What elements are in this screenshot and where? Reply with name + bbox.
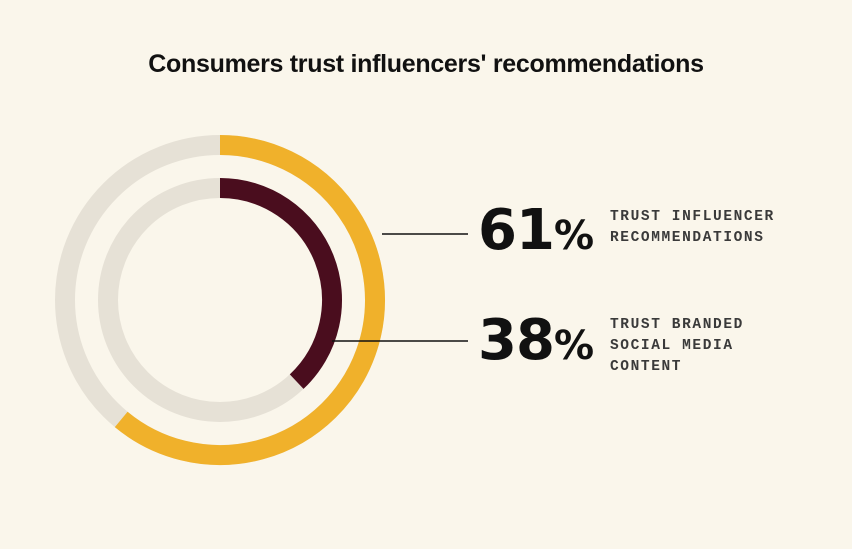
value-unit-influencer: % xyxy=(553,213,594,259)
value-label-influencer: 61% xyxy=(478,203,594,259)
series-label-influencer: TRUST INFLUENCER RECOMMENDATIONS xyxy=(610,209,775,246)
chart-title: Consumers trust influencers' recommendat… xyxy=(148,50,704,78)
value-label-branded: 38% xyxy=(478,313,594,369)
value-unit-branded: % xyxy=(553,323,594,369)
ring-value-arc-1 xyxy=(219,178,342,389)
series-label-branded: TRUST BRANDED SOCIAL MEDIA CONTENT xyxy=(610,317,744,375)
ring-value-arc-0 xyxy=(114,135,385,465)
value-number-influencer: 61 xyxy=(478,198,555,263)
value-number-branded: 38 xyxy=(478,308,555,373)
